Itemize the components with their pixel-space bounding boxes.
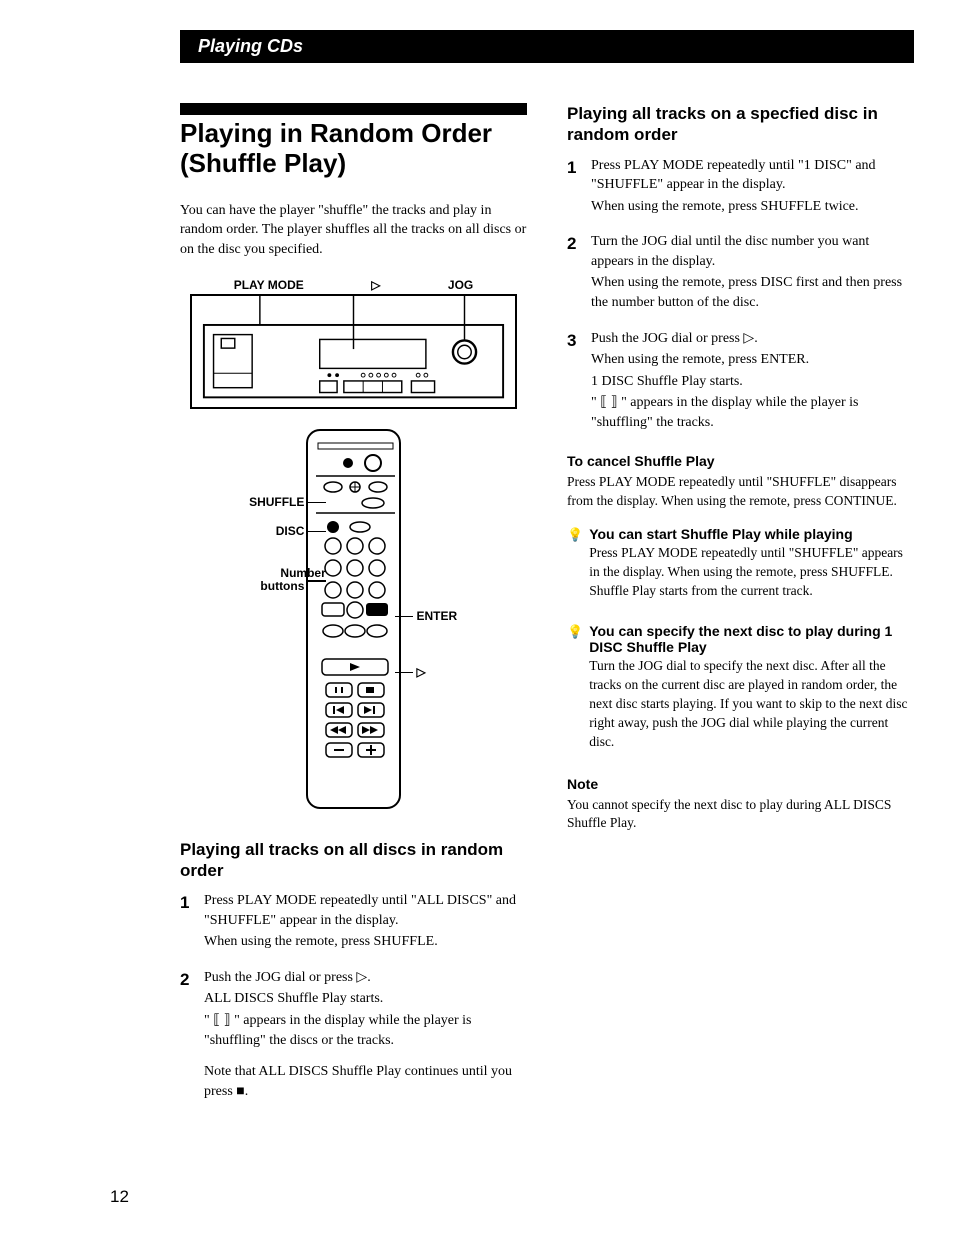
- step-text: Press PLAY MODE repeatedly until "1 DISC…: [591, 156, 914, 195]
- step-item: 1 Press PLAY MODE repeatedly until "ALL …: [180, 891, 527, 954]
- step-text: Note that ALL DISCS Shuffle Play continu…: [204, 1062, 527, 1101]
- label-play-icon: ▷: [371, 278, 380, 292]
- title-rule: [180, 103, 527, 115]
- step-text: Press PLAY MODE repeatedly until "ALL DI…: [204, 891, 527, 930]
- lightbulb-icon: 💡: [567, 527, 583, 607]
- right-subheading: Playing all tracks on a specfied disc in…: [567, 103, 914, 146]
- step-text: When using the remote, press ENTER.: [591, 350, 914, 370]
- right-steps: 1 Press PLAY MODE repeatedly until "1 DI…: [567, 156, 914, 435]
- step-text: Push the JOG dial or press ▷.: [204, 968, 527, 988]
- cancel-heading: To cancel Shuffle Play: [567, 453, 914, 469]
- unit-diagram-labels: PLAY MODE ▷ JOG: [200, 278, 507, 292]
- step-item: 3 Push the JOG dial or press ▷. When usi…: [567, 329, 914, 435]
- tip-body: You can specify the next disc to play du…: [589, 623, 914, 757]
- section-header: Playing CDs: [180, 30, 914, 63]
- two-column-layout: Playing in Random Order (Shuffle Play) Y…: [180, 103, 914, 1117]
- step-text: 1 DISC Shuffle Play starts.: [591, 372, 914, 392]
- step-text: When using the remote, press SHUFFLE twi…: [591, 197, 914, 217]
- step-text: When using the remote, press SHUFFLE.: [204, 932, 527, 952]
- step-body: Push the JOG dial or press ▷. When using…: [591, 329, 914, 435]
- step-body: Turn the JOG dial until the disc number …: [591, 232, 914, 314]
- tip-block: 💡 You can specify the next disc to play …: [567, 623, 914, 757]
- step-text: Turn the JOG dial until the disc number …: [591, 232, 914, 271]
- main-title: Playing in Random Order (Shuffle Play): [180, 119, 527, 179]
- note-body: You cannot specify the next disc to play…: [567, 796, 914, 834]
- step-number: 1: [567, 156, 591, 219]
- tip-block: 💡 You can start Shuffle Play while playi…: [567, 526, 914, 607]
- cancel-body: Press PLAY MODE repeatedly until "SHUFFL…: [567, 473, 914, 511]
- tip-heading: You can start Shuffle Play while playing: [589, 526, 914, 542]
- tip-heading: You can specify the next disc to play du…: [589, 623, 914, 655]
- page-number: 12: [110, 1187, 129, 1207]
- step-item: 2 Push the JOG dial or press ▷. ALL DISC…: [180, 968, 527, 1104]
- step-text: " ⟦ ⟧ " appears in the display while the…: [204, 1011, 527, 1050]
- title-line2: (Shuffle Play): [180, 148, 346, 178]
- label-enter: ENTER: [395, 609, 457, 623]
- step-text: Push the JOG dial or press ▷.: [591, 329, 914, 349]
- step-body: Push the JOG dial or press ▷. ALL DISCS …: [204, 968, 527, 1104]
- step-number: 2: [567, 232, 591, 314]
- step-body: Press PLAY MODE repeatedly until "1 DISC…: [591, 156, 914, 219]
- step-text: " ⟦ ⟧ " appears in the display while the…: [591, 393, 914, 432]
- lightbulb-icon: 💡: [567, 624, 583, 757]
- step-body: Press PLAY MODE repeatedly until "ALL DI…: [204, 891, 527, 954]
- title-line1: Playing in Random Order: [180, 118, 492, 148]
- note-heading: Note: [567, 776, 914, 792]
- step-text: When using the remote, press DISC first …: [591, 273, 914, 312]
- remote-illustration: SHUFFLE DISC Numberbuttons ENTER ▷: [180, 429, 527, 809]
- step-number: 2: [180, 968, 204, 1104]
- step-item: 2 Turn the JOG dial until the disc numbe…: [567, 232, 914, 314]
- step-item: 1 Press PLAY MODE repeatedly until "1 DI…: [567, 156, 914, 219]
- label-play-mode: PLAY MODE: [234, 278, 304, 292]
- left-column: Playing in Random Order (Shuffle Play) Y…: [180, 103, 527, 1117]
- tip-body: You can start Shuffle Play while playing…: [589, 526, 914, 607]
- left-steps: 1 Press PLAY MODE repeatedly until "ALL …: [180, 891, 527, 1103]
- intro-paragraph: You can have the player "shuffle" the tr…: [180, 201, 527, 260]
- step-text: ALL DISCS Shuffle Play starts.: [204, 989, 527, 1009]
- cd-player-unit-illustration: [190, 294, 517, 409]
- step-number: 3: [567, 329, 591, 435]
- tip-text: Press PLAY MODE repeatedly until "SHUFFL…: [589, 544, 914, 601]
- left-subheading: Playing all tracks on all discs in rando…: [180, 839, 527, 882]
- step-number: 1: [180, 891, 204, 954]
- label-jog: JOG: [448, 278, 473, 292]
- remote-body: [306, 429, 401, 809]
- right-column: Playing all tracks on a specfied disc in…: [567, 103, 914, 1117]
- tip-text: Turn the JOG dial to specify the next di…: [589, 657, 914, 751]
